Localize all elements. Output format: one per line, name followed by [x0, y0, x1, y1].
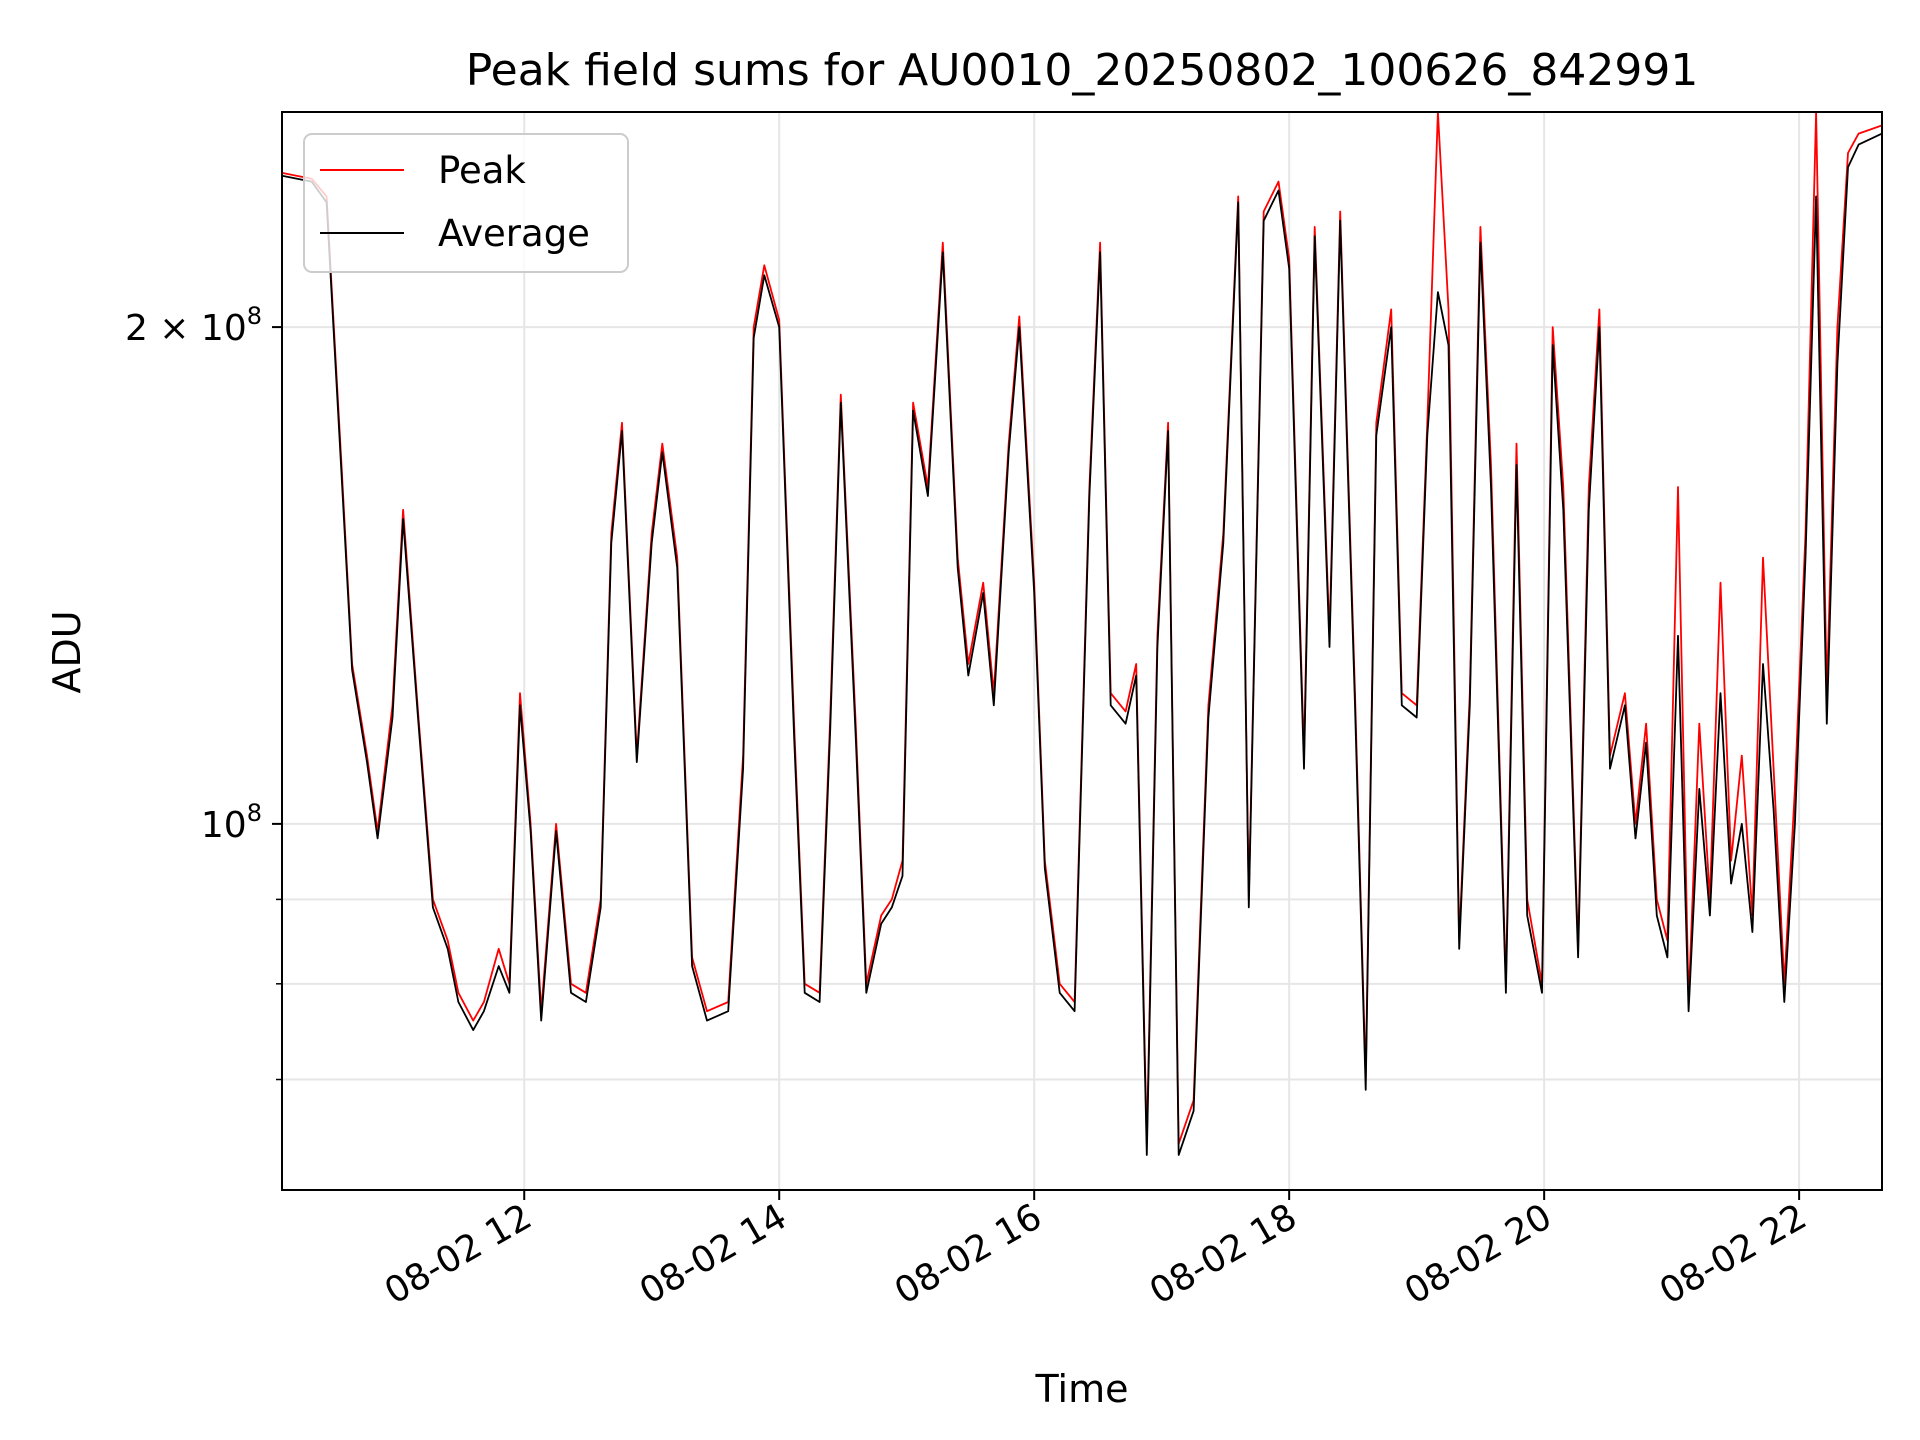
- series-line-average: [281, 132, 1883, 1156]
- x-axis-label: Time: [1035, 1367, 1129, 1411]
- y-axis-label: ADU: [45, 610, 89, 693]
- series-lines: [281, 111, 1883, 1156]
- y-axis-ticks: 108 2 × 108: [125, 302, 282, 1081]
- legend-box: [303, 133, 629, 273]
- y-tick-label: 108: [201, 799, 262, 846]
- legend-peak-label: Peak: [438, 149, 526, 192]
- series-line-peak: [281, 111, 1883, 1145]
- legend[interactable]: Peak Average: [303, 133, 629, 273]
- plot-frame: [281, 111, 1883, 1191]
- grid: [282, 112, 1882, 1190]
- legend-average-label: Average: [438, 212, 590, 255]
- chart-title: Peak field sums for AU0010_20250802_1006…: [466, 45, 1699, 96]
- y-tick-label: 2 × 108: [125, 302, 262, 349]
